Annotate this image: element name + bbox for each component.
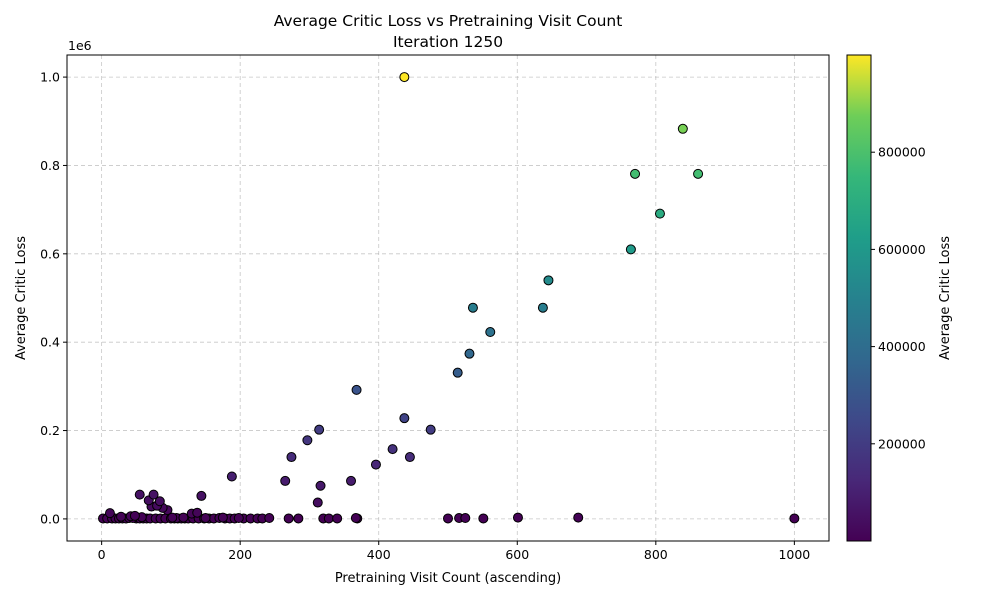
x-tick-label: 1000 <box>778 547 810 562</box>
data-point <box>280 475 291 486</box>
data-point <box>233 513 244 524</box>
data-point <box>286 452 297 463</box>
data-point <box>346 475 357 486</box>
y-offset-label: 1e6 <box>68 38 92 53</box>
data-points <box>98 72 800 524</box>
colorbar-label: Average Critic Loss <box>938 236 953 360</box>
data-point <box>217 512 228 523</box>
data-point <box>512 512 523 523</box>
y-tick-label: 0.6 <box>40 246 60 261</box>
colorbar-tick-label: 200000 <box>878 436 926 451</box>
data-point <box>154 496 165 507</box>
y-axis-ticks: 0.0 0.2 0.4 0.6 0.8 1.0 <box>40 70 67 526</box>
data-point <box>312 497 323 508</box>
data-point <box>654 208 665 219</box>
x-tick-label: 0 <box>98 547 106 562</box>
chart-title: Average Critic Loss vs Pretraining Visit… <box>274 12 623 30</box>
data-point <box>226 471 237 482</box>
data-point <box>573 512 584 523</box>
data-point <box>443 513 453 524</box>
data-point <box>485 327 496 338</box>
y-tick-label: 1.0 <box>40 70 60 85</box>
data-point <box>537 302 548 313</box>
y-axis-label: Average Critic Loss <box>14 236 29 360</box>
data-point <box>478 513 489 524</box>
data-point <box>302 435 313 446</box>
data-point <box>370 459 381 470</box>
y-tick-label: 0.4 <box>40 335 60 350</box>
x-axis-label: Pretraining Visit Count (ascending) <box>335 571 561 586</box>
data-point <box>148 489 159 500</box>
data-point <box>387 444 398 455</box>
data-point <box>467 302 478 313</box>
y-tick-label: 0.8 <box>40 158 60 173</box>
colorbar-tick-label: 400000 <box>878 339 926 354</box>
data-point <box>460 513 471 524</box>
x-axis-ticks: 0 200 400 600 800 1000 <box>98 541 810 562</box>
data-point <box>196 490 207 501</box>
y-tick-label: 0.2 <box>40 423 60 438</box>
data-point <box>116 511 127 522</box>
data-point <box>264 513 275 524</box>
data-point <box>351 384 362 395</box>
data-point <box>178 512 189 523</box>
chart-subtitle: Iteration 1250 <box>393 33 503 51</box>
data-point <box>425 424 436 435</box>
data-point <box>283 513 294 524</box>
data-point <box>464 348 475 359</box>
grid-lines <box>67 55 829 541</box>
data-point <box>200 513 211 524</box>
colorbar-ticks: 200000 400000 600000 800000 <box>871 145 926 451</box>
x-tick-label: 200 <box>228 547 252 562</box>
data-point <box>293 513 304 524</box>
data-point <box>129 510 140 521</box>
data-point <box>332 513 343 524</box>
colorbar-tick-label: 600000 <box>878 242 926 257</box>
data-point <box>104 508 115 519</box>
data-point <box>192 507 203 518</box>
colorbar <box>846 54 872 542</box>
data-point <box>677 123 688 134</box>
data-point <box>323 513 334 524</box>
data-point <box>543 275 554 286</box>
data-point <box>167 512 178 523</box>
data-point <box>399 413 410 424</box>
data-point <box>350 513 361 524</box>
data-point <box>630 168 641 179</box>
data-point <box>404 452 415 463</box>
colorbar-tick-label: 800000 <box>878 145 926 160</box>
data-point <box>134 489 145 500</box>
data-point <box>399 72 410 83</box>
data-point <box>789 513 800 524</box>
plot-frame <box>66 54 830 542</box>
data-point <box>452 367 463 378</box>
data-point <box>314 424 325 435</box>
data-point <box>625 244 636 255</box>
data-point <box>315 480 326 491</box>
x-tick-label: 600 <box>505 547 529 562</box>
y-tick-label: 0.0 <box>40 511 60 526</box>
x-tick-label: 400 <box>367 547 391 562</box>
x-tick-label: 800 <box>644 547 668 562</box>
data-point <box>693 168 704 179</box>
